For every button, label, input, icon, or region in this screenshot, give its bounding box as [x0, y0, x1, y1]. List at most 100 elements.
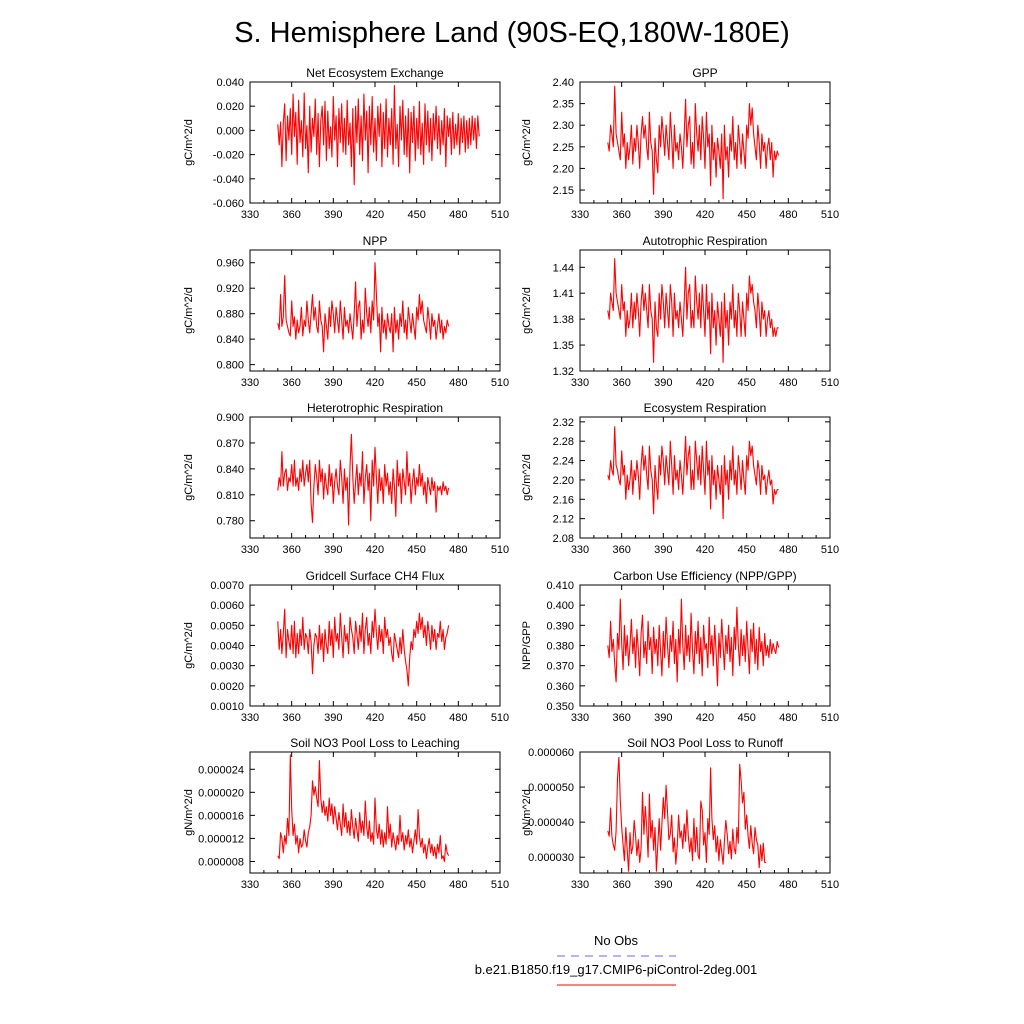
- x-tick-label: 510: [491, 209, 509, 221]
- x-tick-label: 510: [491, 879, 509, 891]
- x-tick-label: 360: [282, 544, 300, 556]
- chart-title: GPP: [692, 66, 717, 80]
- x-tick-label: 510: [821, 209, 839, 221]
- x-tick-label: 330: [241, 879, 259, 891]
- y-tick-label: 0.0040: [210, 641, 244, 653]
- y-tick-label: 0.0070: [210, 580, 244, 592]
- chart-title: Soil NO3 Pool Loss to Leaching: [290, 736, 459, 750]
- plot-frame: [249, 584, 501, 707]
- y-axis-label: gN/m^2/d: [521, 789, 533, 836]
- y-tick-label: 0.810: [216, 490, 244, 502]
- y-tick-label: -0.060: [213, 198, 244, 210]
- y-tick-label: 0.880: [216, 309, 244, 321]
- chart-heterotrophic-respiration: Heterotrophic Respiration 330 360 390 420 450…: [183, 401, 509, 556]
- legend-label-obs: No Obs: [594, 933, 639, 948]
- x-tick-label: 420: [696, 209, 714, 221]
- plot-frame: [249, 416, 501, 539]
- x-tick-label: 330: [571, 544, 589, 556]
- data-series-line: [277, 754, 450, 863]
- data-series-line: [607, 426, 779, 520]
- y-tick-label: 0.040: [216, 77, 244, 89]
- chart-gpp: GPP 330 360 390 420 450 480 510 2.15 2.20 2.25 2.30…: [521, 66, 839, 221]
- x-tick-label: 480: [779, 879, 797, 891]
- x-tick-label: 390: [324, 544, 342, 556]
- y-tick-label: 2.35: [553, 99, 574, 111]
- y-tick-label: -0.040: [213, 174, 244, 186]
- chart-soil-no3-pool-loss-to-leaching: Soil NO3 Pool Loss to Leaching 330 360 390 4…: [183, 736, 509, 891]
- y-tick-label: 2.16: [553, 494, 574, 506]
- y-tick-label: 0.0030: [210, 661, 244, 673]
- y-tick-label: 2.24: [553, 456, 574, 468]
- data-series-line: [607, 258, 779, 363]
- x-tick-label: 360: [612, 879, 630, 891]
- x-tick-label: 510: [821, 377, 839, 389]
- chart-net-ecosystem-exchange: Net Ecosystem Exchange 330 360 390 420 450 480…: [183, 66, 509, 221]
- x-tick-label: 330: [241, 377, 259, 389]
- x-tick-label: 360: [612, 544, 630, 556]
- x-tick-label: 360: [612, 712, 630, 724]
- x-tick-label: 330: [571, 209, 589, 221]
- y-axis-label: gN/m^2/d: [183, 789, 195, 836]
- x-tick-label: 510: [821, 544, 839, 556]
- y-axis-label: gC/m^2/d: [183, 454, 195, 501]
- x-tick-label: 330: [571, 377, 589, 389]
- legend-label-model: b.e21.B1850.f19_g17.CMIP6-piControl-2deg…: [475, 962, 758, 977]
- chart-title: Gridcell Surface CH4 Flux: [306, 569, 445, 583]
- y-tick-label: 2.20: [553, 163, 574, 175]
- y-tick-label: 0.0020: [210, 681, 244, 693]
- y-tick-label: 0.000030: [528, 852, 574, 864]
- chart-autotrophic-respiration: Autotrophic Respiration 330 360 390 420 450 48…: [521, 234, 839, 389]
- x-tick-label: 510: [491, 544, 509, 556]
- x-tick-label: 330: [571, 712, 589, 724]
- x-tick-label: 450: [407, 879, 425, 891]
- y-tick-label: 0.020: [216, 101, 244, 113]
- x-tick-label: 450: [737, 377, 755, 389]
- x-tick-label: 480: [449, 377, 467, 389]
- x-tick-label: 480: [449, 544, 467, 556]
- y-tick-label: 2.28: [553, 436, 574, 448]
- y-tick-label: 0.000024: [198, 764, 244, 776]
- x-tick-label: 450: [737, 544, 755, 556]
- x-tick-label: 480: [779, 544, 797, 556]
- y-tick-label: 0.0060: [210, 600, 244, 612]
- y-tick-label: 0.0010: [210, 701, 244, 713]
- y-tick-label: 0.800: [216, 360, 244, 372]
- y-tick-label: 0.000040: [528, 817, 574, 829]
- y-tick-label: 2.08: [553, 533, 574, 545]
- data-series-line: [607, 756, 767, 872]
- x-tick-label: 420: [696, 544, 714, 556]
- x-tick-label: 360: [282, 712, 300, 724]
- x-tick-label: 450: [737, 879, 755, 891]
- x-tick-label: 360: [282, 209, 300, 221]
- y-axis-label: gC/m^2/d: [183, 622, 195, 669]
- x-tick-label: 390: [324, 209, 342, 221]
- x-tick-label: 390: [324, 712, 342, 724]
- x-tick-label: 420: [366, 712, 384, 724]
- x-tick-label: 390: [324, 377, 342, 389]
- x-tick-label: 330: [241, 209, 259, 221]
- x-tick-label: 420: [366, 209, 384, 221]
- x-tick-label: 480: [449, 209, 467, 221]
- y-tick-label: 0.000012: [198, 833, 244, 845]
- y-tick-label: 0.000: [216, 125, 244, 137]
- x-tick-label: 420: [696, 879, 714, 891]
- y-tick-label: 2.12: [553, 514, 574, 526]
- y-tick-label: 0.0050: [210, 620, 244, 632]
- y-tick-label: 0.400: [546, 600, 574, 612]
- y-tick-label: 2.15: [553, 185, 574, 197]
- y-tick-label: 0.390: [546, 620, 574, 632]
- y-tick-label: 1.38: [553, 314, 574, 326]
- y-tick-label: 0.370: [546, 661, 574, 673]
- data-series-line: [277, 608, 450, 687]
- x-tick-label: 420: [366, 377, 384, 389]
- y-tick-label: 1.41: [553, 288, 574, 300]
- y-tick-label: 0.900: [216, 412, 244, 424]
- y-axis-label: gC/m^2/d: [521, 454, 533, 501]
- x-tick-label: 510: [491, 712, 509, 724]
- chart-panels: Net Ecosystem Exchange 330 360 390 420 450 480…: [183, 66, 839, 891]
- y-tick-label: 0.840: [216, 464, 244, 476]
- x-tick-label: 390: [654, 209, 672, 221]
- x-tick-label: 390: [654, 544, 672, 556]
- chart-soil-no3-pool-loss-to-runoff: Soil NO3 Pool Loss to Runoff 330 360 390 420…: [521, 736, 839, 891]
- x-tick-label: 420: [366, 879, 384, 891]
